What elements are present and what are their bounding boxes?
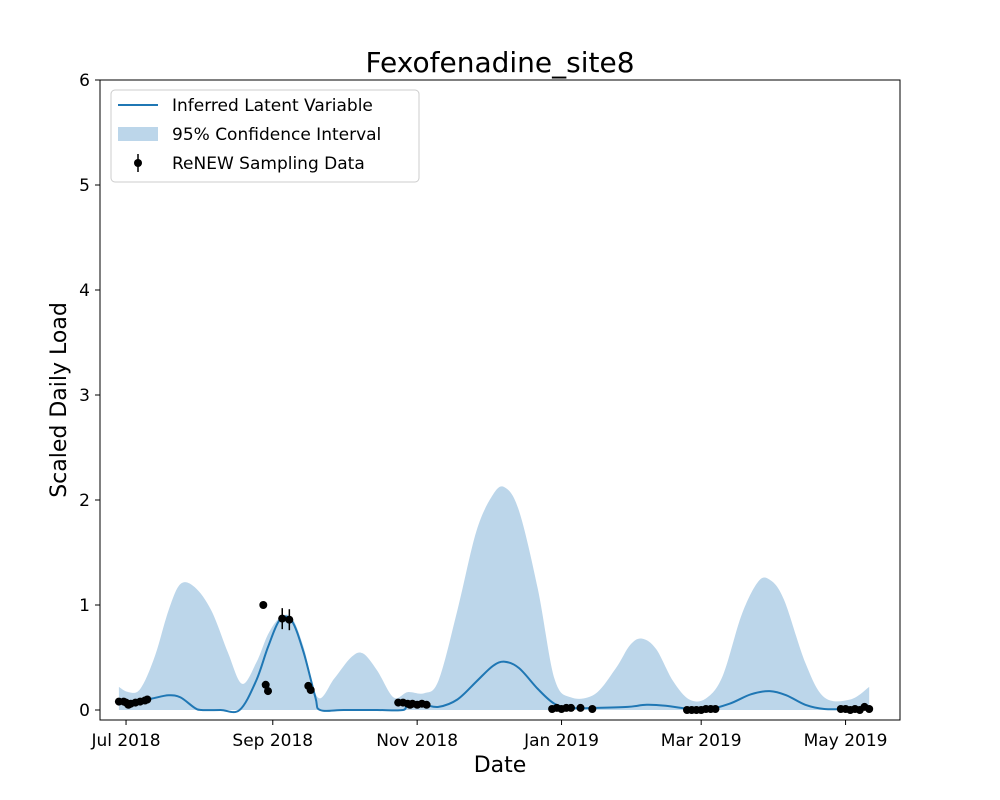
legend-point-swatch xyxy=(134,159,142,167)
x-tick-label: Jul 2018 xyxy=(90,731,160,751)
sampling-data-point xyxy=(285,615,294,624)
legend-box xyxy=(110,89,420,183)
sampling-data-point xyxy=(567,703,575,712)
legend-label-line: Inferred Latent Variable xyxy=(172,96,373,116)
y-axis-ticks: 0 1 2 3 4 5 6 xyxy=(79,71,100,721)
sampling-points-layer xyxy=(114,601,874,714)
x-tick-label: Nov 2018 xyxy=(376,731,458,751)
confidence-band-layer xyxy=(118,486,870,710)
plot-frame xyxy=(99,79,901,721)
legend-label-band: 95% Confidence Interval xyxy=(172,125,381,145)
sampling-data-point xyxy=(306,686,315,694)
sampling-data-point xyxy=(576,703,585,712)
y-tick-label: 1 xyxy=(79,596,90,616)
latent-line-layer xyxy=(118,615,867,714)
confidence-band xyxy=(118,486,870,710)
x-axis-label: Date xyxy=(474,753,527,778)
y-tick-label: 3 xyxy=(79,386,90,406)
y-axis-label: Scaled Daily Load xyxy=(47,302,72,498)
legend-band-swatch xyxy=(118,127,158,141)
sampling-data-point xyxy=(278,614,287,623)
y-tick-label: 2 xyxy=(79,491,90,511)
sampling-data-point xyxy=(711,705,720,713)
x-tick-label: May 2019 xyxy=(804,731,888,751)
latent-variable-line xyxy=(118,615,867,714)
sampling-data-point xyxy=(261,680,270,689)
x-tick-label: Sep 2018 xyxy=(232,731,313,751)
sampling-data-point xyxy=(865,705,874,713)
y-tick-label: 5 xyxy=(79,176,90,196)
sampling-data-point xyxy=(588,705,597,713)
y-tick-label: 0 xyxy=(79,701,90,721)
chart-title: Fexofenadine_site8 xyxy=(365,46,634,79)
x-tick-label: Jan 2019 xyxy=(523,731,599,751)
y-tick-label: 6 xyxy=(79,71,90,91)
sampling-data-point xyxy=(259,601,268,609)
y-tick-label: 4 xyxy=(79,281,90,301)
legend-label-points: ReNEW Sampling Data xyxy=(172,154,365,174)
sampling-data-point xyxy=(264,687,272,696)
x-tick-label: Mar 2019 xyxy=(661,731,742,751)
sampling-data-point xyxy=(143,695,152,704)
sampling-data-point xyxy=(422,700,431,709)
x-axis-ticks: Jul 2018 Sep 2018 Nov 2018 Jan 2019 Mar 2019… xyxy=(90,720,887,751)
legend: Inferred Latent Variable 95% Confidence … xyxy=(110,89,420,183)
